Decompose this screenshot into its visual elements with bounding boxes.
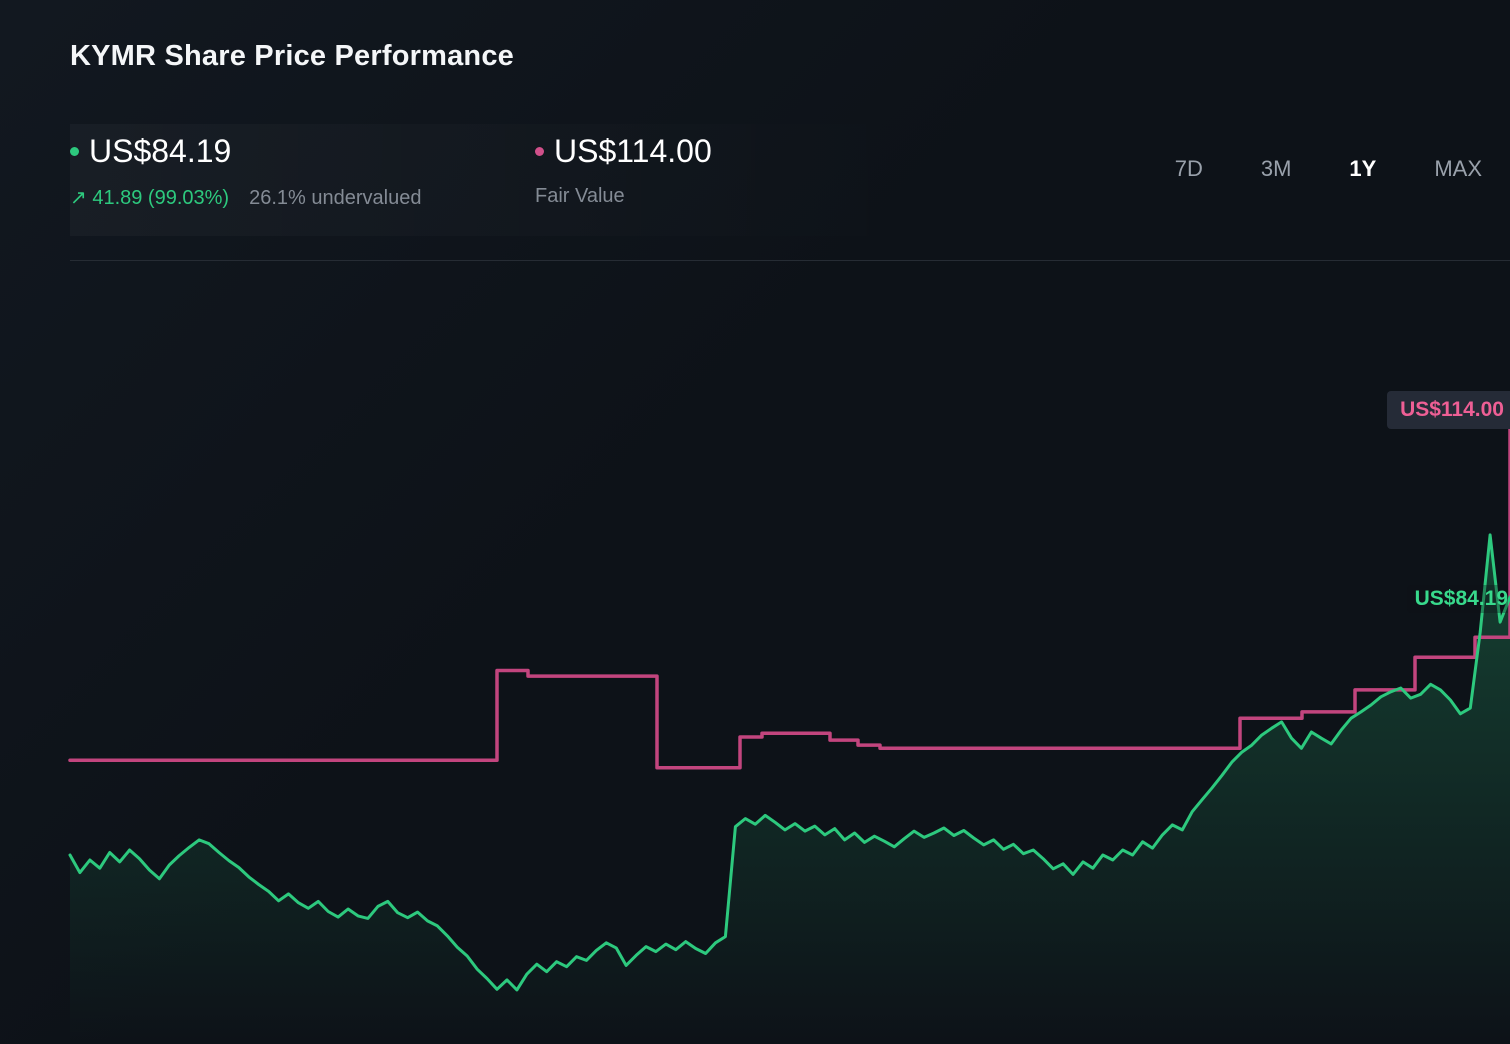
fair-value-dot-icon <box>535 147 544 156</box>
fair-value-line <box>68 408 1510 770</box>
share-price-value: US$84.19 <box>89 133 232 169</box>
range-7d-button[interactable]: 7D <box>1174 156 1203 181</box>
share-price-change: ↗ 41.89 (99.03%) <box>70 185 229 210</box>
fair-value-edge-label: US$114.00 <box>1387 391 1510 429</box>
fair-value-label: Fair Value <box>535 185 625 207</box>
page-title: KYMR Share Price Performance <box>70 40 514 72</box>
time-range-selector: 7D 3M 1Y MAX <box>1175 156 1482 182</box>
fair-value-stat: US$114.00 Fair Value <box>535 133 712 208</box>
fair-value-value: US$114.00 <box>554 133 712 169</box>
share-price-change-text: 41.89 (99.03%) <box>92 187 230 209</box>
header-divider <box>70 260 1510 261</box>
valuation-status: 26.1% undervalued <box>249 187 422 209</box>
stats-backdrop <box>70 124 925 236</box>
up-arrow-icon: ↗ <box>70 187 87 209</box>
range-max-button[interactable]: MAX <box>1434 156 1482 181</box>
share-price-dot-icon <box>70 147 79 156</box>
range-3m-button[interactable]: 3M <box>1260 156 1292 181</box>
share-price-edge-label: US$84.19 <box>1406 585 1508 613</box>
share-price-stat: US$84.19 ↗ 41.89 (99.03%) 26.1% underval… <box>70 133 421 210</box>
range-1y-button[interactable]: 1Y <box>1349 156 1377 181</box>
share-price-line <box>68 533 1510 992</box>
share-price-area <box>70 534 1510 1044</box>
